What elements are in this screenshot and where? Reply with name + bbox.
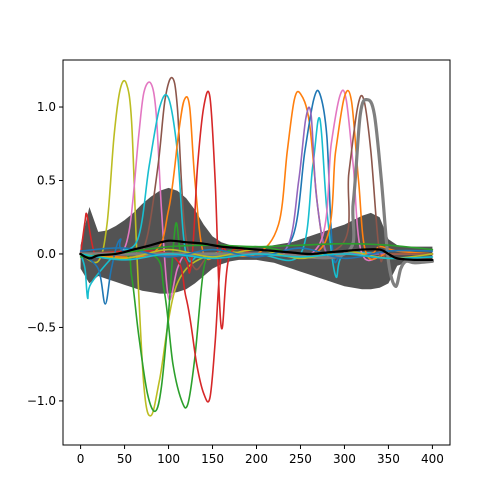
envelope-band xyxy=(80,187,433,294)
y-tick-label: 1.0 xyxy=(37,100,56,114)
x-tick-label: 50 xyxy=(117,452,132,466)
series-line-18 xyxy=(79,253,434,261)
x-tick-label: 150 xyxy=(201,452,224,466)
x-tick-label: 0 xyxy=(77,452,85,466)
series-layer xyxy=(78,76,435,417)
x-tick-label: 200 xyxy=(245,452,268,466)
series-line-19 xyxy=(79,239,434,262)
x-tick-label: 100 xyxy=(157,452,180,466)
x-tick-label: 400 xyxy=(421,452,444,466)
series-line-14 xyxy=(78,97,435,288)
y-axis: −1.0 −0.5 0.0 0.5 1.0 xyxy=(27,100,63,408)
series-line-9 xyxy=(79,89,434,305)
y-tick-label: −1.0 xyxy=(27,394,56,408)
plot-area xyxy=(78,76,435,417)
x-axis: 0 50 100 150 200 250 300 350 400 xyxy=(77,445,444,466)
envelope-layer xyxy=(80,187,433,294)
y-tick-label: 0.5 xyxy=(37,173,56,187)
series-line-17 xyxy=(79,242,434,258)
y-tick-label: −0.5 xyxy=(27,320,56,334)
x-tick-label: 250 xyxy=(289,452,312,466)
y-tick-label: 0.0 xyxy=(37,247,56,261)
x-tick-label: 350 xyxy=(377,452,400,466)
x-tick-label: 300 xyxy=(333,452,356,466)
